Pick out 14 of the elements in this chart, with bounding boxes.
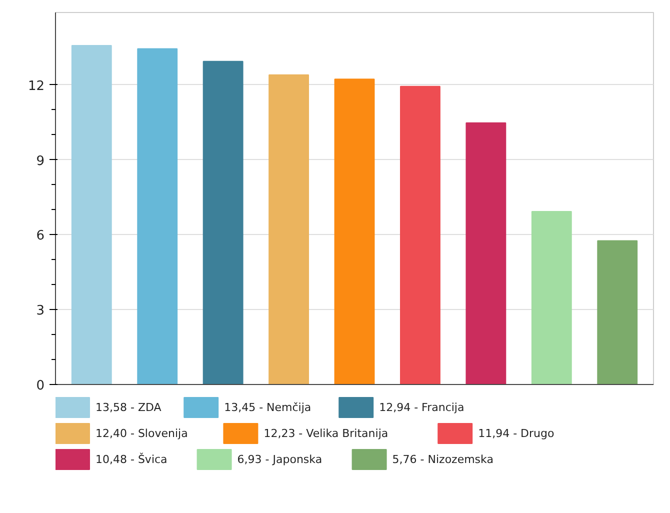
- legend-label: 12,40 - Slovenija: [96, 427, 188, 440]
- y-tick-label: 12: [28, 78, 45, 94]
- legend-label: 10,48 - Švica: [96, 452, 168, 466]
- y-tick-label: 3: [36, 304, 45, 319]
- legend-label: 11,94 - Drugo: [478, 427, 554, 440]
- legend-label: 13,58 - ZDA: [96, 401, 162, 414]
- legend-label: 12,94 - Francija: [379, 401, 464, 414]
- legend-label: 13,45 - Nemčija: [224, 401, 312, 414]
- legend-label: 12,23 - Velika Britanija: [264, 427, 388, 440]
- y-tick-label: 0: [36, 378, 45, 394]
- y-tick-label: 6: [36, 228, 45, 244]
- legend-label: 5,76 - Nizozemska: [392, 453, 494, 466]
- legend-label: 6,93 - Japonska: [237, 453, 322, 466]
- y-tick-label: 9: [36, 154, 45, 169]
